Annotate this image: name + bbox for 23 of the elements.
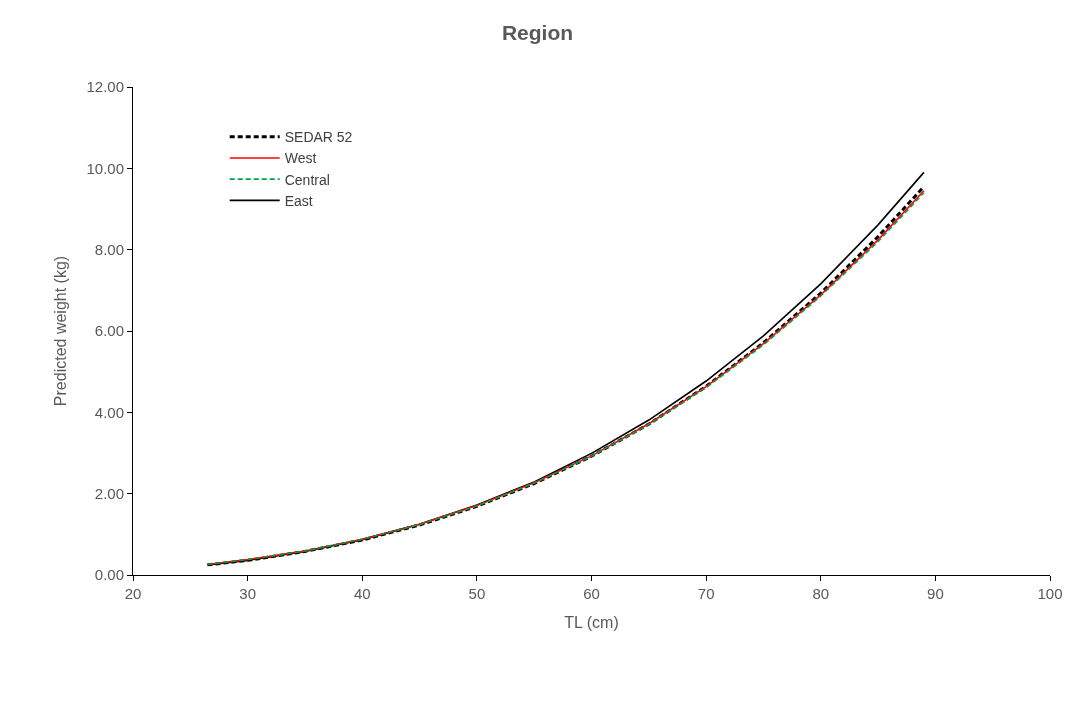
y-axis-title: Predicted weight (kg) [52,255,70,407]
y-tick-label: 8.00 [94,240,124,258]
x-tick-label: 90 [927,585,944,602]
legend-label: West [284,150,317,167]
x-tick-label: 40 [353,585,371,602]
y-tick-label: 4.00 [94,403,124,421]
x-tick-label: 100 [1037,585,1063,602]
chart-title: Region [501,20,574,44]
x-tick-label: 80 [812,585,830,602]
x-axis-title: TL (cm) [564,613,619,631]
y-tick-label: 6.00 [94,322,124,340]
legend-label: Central [284,171,330,188]
x-tick-label: 70 [697,585,715,602]
y-tick-label: 10.00 [86,159,124,177]
legend-label: SEDAR 52 [284,129,353,146]
y-tick-label: 2.00 [94,484,124,502]
x-tick-label: 20 [124,585,142,602]
x-tick-label: 60 [583,585,600,602]
y-tick-label: 12.00 [86,78,124,96]
x-tick-label: 50 [468,585,486,602]
y-tick-label: 0.00 [94,566,124,584]
legend-label: East [284,192,313,209]
x-tick-label: 30 [239,585,256,602]
